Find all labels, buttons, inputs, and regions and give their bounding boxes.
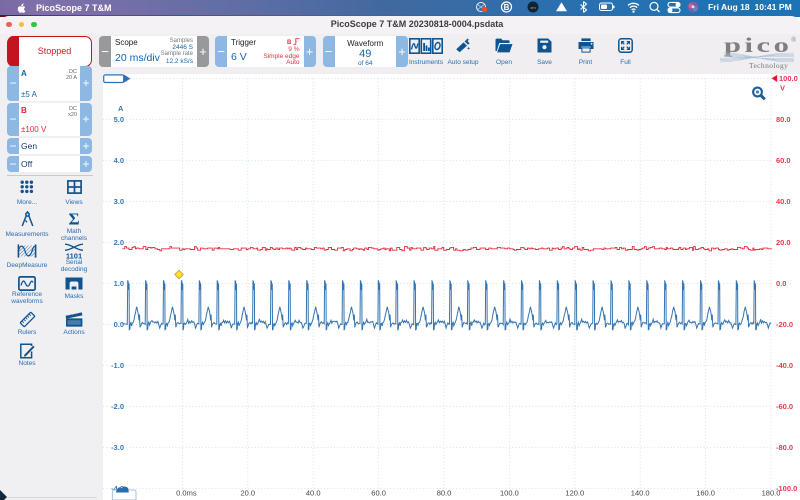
svg-text:2.0: 2.0	[114, 238, 124, 247]
svg-text:B: B	[504, 3, 510, 12]
svg-text:V: V	[780, 84, 785, 93]
svg-text:3.0: 3.0	[114, 197, 124, 206]
svg-text:0.0: 0.0	[776, 279, 786, 288]
svg-text:140.0: 140.0	[631, 489, 650, 498]
svg-text:-80.0: -80.0	[776, 443, 793, 452]
svg-text:-60.0: -60.0	[776, 402, 793, 411]
svg-text:0.0: 0.0	[114, 320, 124, 329]
svg-text:-40.0: -40.0	[776, 361, 793, 370]
svg-text:zm: zm	[530, 5, 536, 10]
svg-text:100.0: 100.0	[500, 489, 519, 498]
svg-text:A: A	[118, 104, 124, 113]
svg-text:5.0: 5.0	[114, 115, 124, 124]
svg-text:40.0: 40.0	[776, 197, 791, 206]
svg-text:-20.0: -20.0	[776, 320, 793, 329]
svg-text:-2.0: -2.0	[111, 402, 124, 411]
svg-text:20.0: 20.0	[240, 489, 255, 498]
svg-text:80.0: 80.0	[776, 115, 791, 124]
svg-text:40.0: 40.0	[306, 489, 321, 498]
svg-text:120.0: 120.0	[565, 489, 584, 498]
svg-text:Σ: Σ	[68, 210, 79, 227]
svg-text:-3.0: -3.0	[111, 443, 124, 452]
svg-text:160.0: 160.0	[696, 489, 715, 498]
svg-text:-100.0: -100.0	[776, 484, 797, 493]
svg-text:0.0ms: 0.0ms	[176, 489, 197, 498]
svg-text:-1.0: -1.0	[111, 361, 124, 370]
svg-text:100.0: 100.0	[779, 74, 798, 83]
svg-text:180.0: 180.0	[762, 489, 781, 498]
svg-text:60.0: 60.0	[776, 156, 791, 165]
svg-text:4.0: 4.0	[114, 156, 124, 165]
svg-text:1101: 1101	[66, 252, 82, 259]
svg-text:20.0: 20.0	[776, 238, 791, 247]
svg-text:80.0: 80.0	[437, 489, 452, 498]
svg-text:1.0: 1.0	[114, 279, 124, 288]
svg-text:60.0: 60.0	[371, 489, 386, 498]
